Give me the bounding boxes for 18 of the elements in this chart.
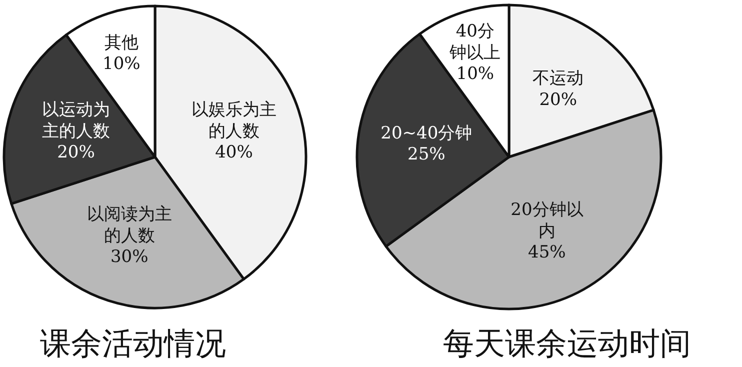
text: 每天课余运动时间 <box>443 326 691 362</box>
slice-label: 以运动为主的人数 <box>42 100 110 142</box>
text: 课余活动情况 <box>40 326 226 362</box>
data-label: 30% <box>110 247 148 268</box>
data-label: 20% <box>57 142 95 163</box>
slice-label: 40分钟以上 <box>448 22 501 63</box>
slice-label: 其他 <box>104 32 138 53</box>
slice-label: 以阅读为主的人数 <box>86 204 172 246</box>
data-label: 20% <box>539 90 578 110</box>
data-label: 25% <box>408 144 446 165</box>
data-label: 10% <box>456 64 494 84</box>
data-label: 10% <box>102 54 140 74</box>
data-label: 40% <box>215 142 253 163</box>
slice-label: 以娱乐为主的人数 <box>191 100 276 142</box>
data-label: 45% <box>528 242 566 263</box>
slice-label: 20~40分钟 <box>380 123 472 144</box>
slice-label: 20分钟以内 <box>510 200 584 242</box>
slice-label: 不运动 <box>532 68 584 89</box>
